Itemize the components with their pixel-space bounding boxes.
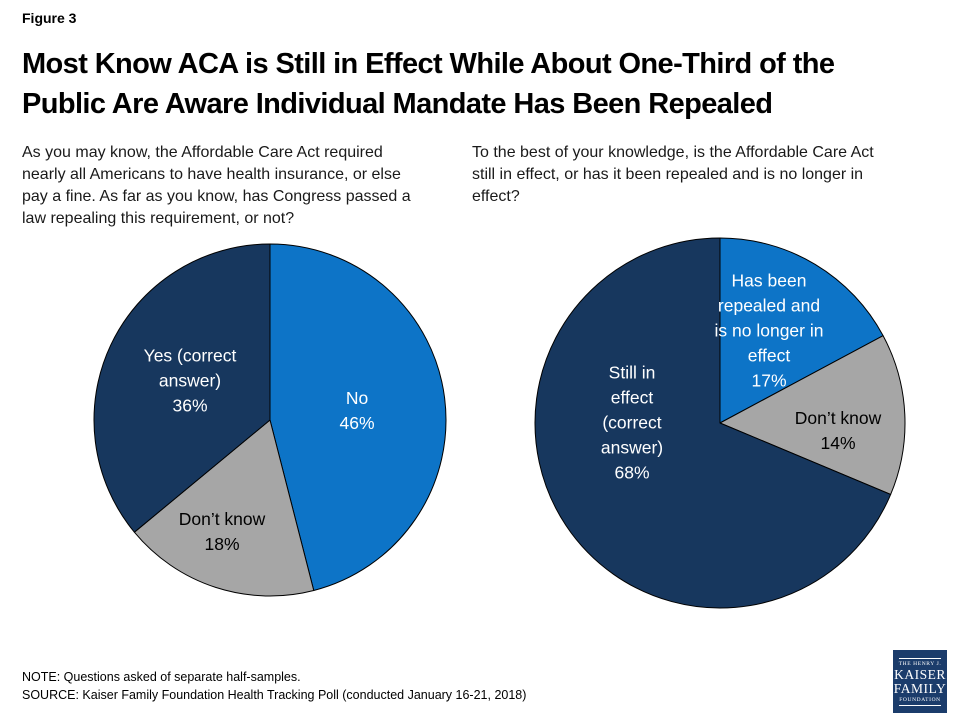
pie-label-repealed: Has been repealed and is no longer in ef… [714, 270, 824, 391]
pie-chart-left-area: No 46% Don’t know 18% Yes (correct answe… [92, 242, 448, 598]
pie-chart-left [93, 243, 447, 597]
logo-top-text: THE HENRY J. [898, 660, 942, 667]
pie-label-yes-correct: Yes (correct answer) 36% [143, 345, 237, 416]
pie-chart-right [534, 237, 906, 609]
logo-family-text: FAMILY [893, 680, 947, 696]
pie-slice-2 [93, 243, 271, 533]
pie-slice-0 [269, 243, 447, 591]
question-right: To the best of your knowledge, is the Af… [472, 144, 874, 205]
pie-label-still-in-effect: Still in effect (correct answer) 68% [600, 362, 664, 483]
source-text: SOURCE: Kaiser Family Foundation Health … [22, 688, 527, 702]
logo-rule-bottom [899, 704, 941, 706]
pie-chart-right-area: Has been repealed and is no longer in ef… [533, 236, 907, 610]
pie-slice-1 [719, 335, 906, 495]
pie-label-dont-know: Don’t know 18% [178, 509, 266, 554]
kff-logo: THE HENRY J. KAISER FAMILY FOUNDATION [893, 650, 947, 713]
logo-foundation-text: FOUNDATION [899, 696, 941, 703]
figure-label: Figure 3 [22, 10, 77, 26]
pie-label-no: No 46% [339, 388, 375, 433]
pie-label-dont-know: Don’t know 14% [794, 408, 882, 453]
note-text: NOTE: Questions asked of separate half-s… [22, 670, 301, 684]
logo-kaiser-text: KAISER [894, 666, 946, 682]
pie-slice-1 [133, 419, 315, 597]
pie-slice-0 [719, 237, 884, 424]
question-left: As you may know, the Affordable Care Act… [22, 144, 411, 227]
logo-rule-top [899, 657, 941, 659]
pie-slice-2 [534, 237, 892, 609]
page-title: Most Know ACA is Still in Effect While A… [22, 48, 835, 120]
